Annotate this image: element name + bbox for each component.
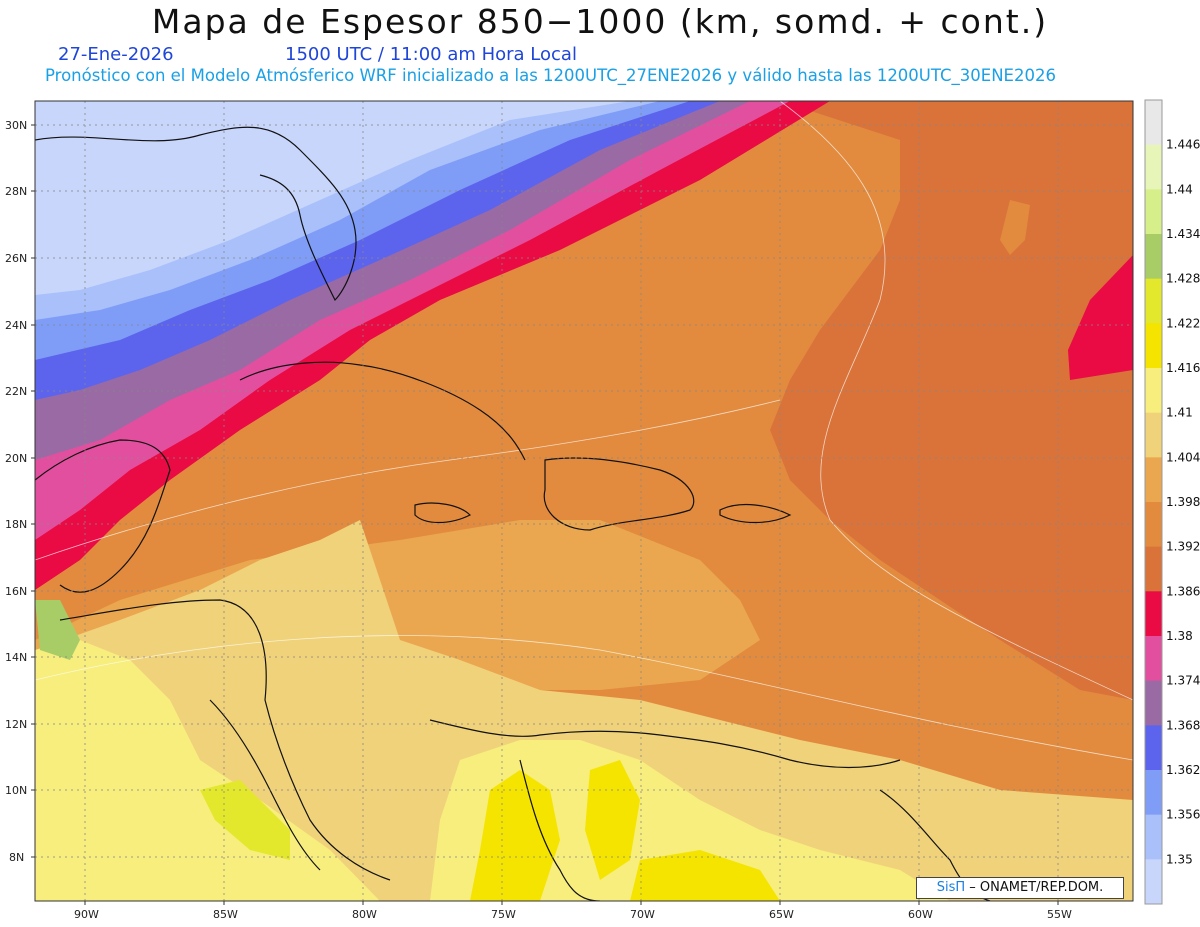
colorbar-swatch [1145,234,1162,280]
colorbar-label: 1.434 [1166,227,1200,241]
colorbar-label: 1.446 [1166,138,1200,152]
lat-label: 24N [5,319,27,332]
lat-label: 28N [5,185,27,198]
colorbar-label: 1.356 [1166,808,1200,822]
colorbar-label: 1.428 [1166,272,1200,286]
colorbar-swatch [1145,680,1162,726]
lat-label: 30N [5,119,27,132]
forecast-date: 27-Ene-2026 [58,44,174,65]
lon-label: 60W [908,908,933,921]
lon-label: 65W [769,908,794,921]
colorbar: 1.446 1.44 1.434 1.428 1.422 1.416 1.41 1.404 1.… [1144,99,1200,905]
colorbar-swatch [1145,546,1162,592]
lon-label: 80W [352,908,377,921]
lon-label: 55W [1047,908,1072,921]
colorbar-swatch [1145,814,1162,860]
lat-label: 20N [5,452,27,465]
colorbar-label: 1.386 [1166,584,1200,598]
map-title: Mapa de Espesor 850−1000 (km, somd. + co… [151,2,1049,41]
colorbar-swatch [1145,189,1162,235]
colorbar-swatch [1145,770,1162,816]
colorbar-swatch [1145,368,1162,414]
colorbar-swatch [1145,412,1162,458]
credit-text: – ONAMET/REP.DOM. [969,880,1104,895]
lat-label: 16N [5,585,27,598]
sispi-logo: SisΠ [936,880,966,895]
longitude-labels: 90W 85W 80W 75W 70W 65W 60W 55W [74,908,1072,921]
colorbar-swatch [1145,100,1162,146]
model-description: Pronóstico con el Modelo Atmósferico WRF… [45,66,1056,85]
shaded-field [35,101,1133,901]
colorbar-label: 1.362 [1166,763,1200,777]
colorbar-label: 1.416 [1166,361,1200,375]
lat-label: 8N [9,851,24,864]
forecast-time: 1500 UTC / 11:00 am Hora Local [285,44,577,65]
lat-label: 18N [5,518,27,531]
lon-label: 70W [630,908,655,921]
colorbar-label: 1.404 [1166,450,1200,464]
colorbar-swatch [1145,859,1162,905]
colorbar-label: 1.392 [1166,540,1200,554]
colorbar-label: 1.422 [1166,316,1200,330]
colorbar-label: 1.398 [1166,495,1200,509]
lat-label: 12N [5,718,27,731]
colorbar-label: 1.44 [1166,182,1193,196]
colorbar-label: 1.374 [1166,674,1200,688]
colorbar-swatch [1145,502,1162,548]
colorbar-swatch [1145,323,1162,369]
colorbar-label: 1.368 [1166,718,1200,732]
lat-label: 10N [5,784,27,797]
credit-box: SisΠ – ONAMET/REP.DOM. [916,877,1124,899]
colorbar-swatch [1145,144,1162,190]
colorbar-label: 1.38 [1166,629,1193,643]
colorbar-swatch [1145,725,1162,771]
lon-label: 90W [74,908,99,921]
colorbar-swatch [1145,636,1162,682]
colorbar-swatch [1145,278,1162,324]
colorbar-frame [1144,99,1163,905]
colorbar-label: 1.41 [1166,406,1193,420]
latitude-labels: 30N 28N 26N 24N 22N 20N 18N 16N 14N 12N … [5,119,27,864]
colorbar-swatch [1145,457,1162,503]
lon-label: 85W [213,908,238,921]
colorbar-label: 1.35 [1166,852,1193,866]
colorbar-swatch [1145,591,1162,637]
graticule [35,101,1133,901]
lon-label: 75W [491,908,516,921]
lat-label: 26N [5,252,27,265]
lat-label: 14N [5,651,27,664]
lat-label: 22N [5,385,27,398]
